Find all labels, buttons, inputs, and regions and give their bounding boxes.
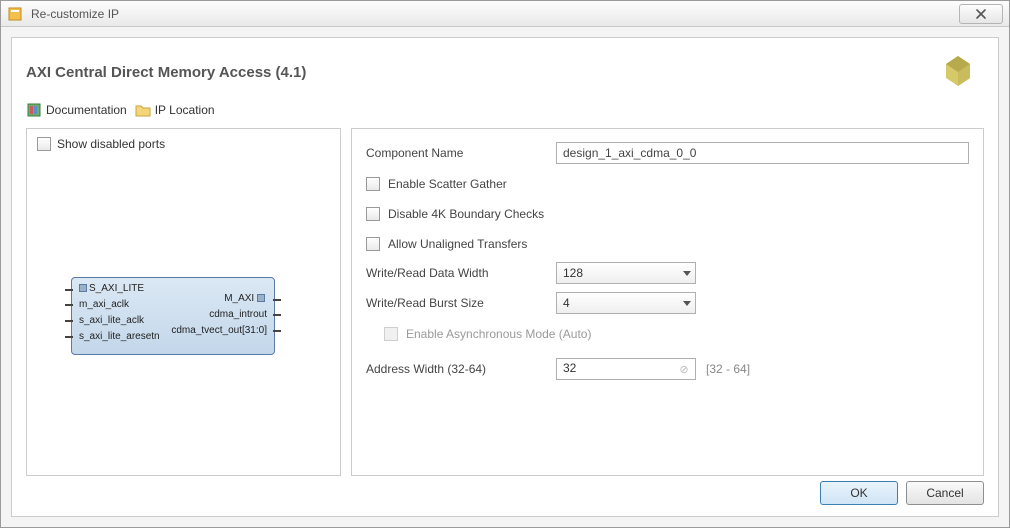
body-row: Show disabled ports S_AXI_LITE m_axi_acl… xyxy=(12,128,998,476)
ip-location-link[interactable]: IP Location xyxy=(135,102,215,118)
component-name-row: Component Name xyxy=(366,139,969,167)
port-s-axi-lite: S_AXI_LITE xyxy=(79,283,144,294)
show-disabled-label: Show disabled ports xyxy=(57,137,165,151)
addr-width-value: 32 xyxy=(563,361,576,375)
folder-icon xyxy=(135,102,151,118)
port-m-axi: M_AXI xyxy=(224,293,267,304)
preview-pane: Show disabled ports S_AXI_LITE m_axi_acl… xyxy=(26,128,341,476)
vendor-logo-icon xyxy=(938,52,978,92)
addr-width-row: Address Width (32-64) 32 ⊘ [32 - 64] xyxy=(366,355,969,383)
port-cdma-introut: cdma_introut xyxy=(209,309,267,320)
allow-unaligned-label: Allow Unaligned Transfers xyxy=(388,237,527,251)
data-width-value: 128 xyxy=(563,266,583,280)
port-s-axi-lite-aresetn: s_axi_lite_aresetn xyxy=(79,331,160,342)
documentation-label: Documentation xyxy=(46,103,127,117)
close-button[interactable] xyxy=(959,4,1003,24)
component-name-input[interactable] xyxy=(556,142,969,164)
addr-width-label: Address Width (32-64) xyxy=(366,362,556,376)
component-name-label: Component Name xyxy=(366,146,556,160)
disable-4k-label: Disable 4K Boundary Checks xyxy=(388,207,544,221)
pin xyxy=(65,320,73,322)
allow-unaligned-row: Allow Unaligned Transfers xyxy=(366,229,969,259)
toolbar: Documentation IP Location xyxy=(12,100,998,128)
enable-sg-row: Enable Scatter Gather xyxy=(366,169,969,199)
book-icon xyxy=(26,102,42,118)
allow-unaligned-checkbox[interactable] xyxy=(366,237,380,251)
async-mode-label: Enable Asynchronous Mode (Auto) xyxy=(406,327,591,341)
addr-width-range-hint: [32 - 64] xyxy=(706,362,750,376)
port-cdma-tvect-out: cdma_tvect_out[31:0] xyxy=(171,325,267,336)
show-disabled-checkbox[interactable] xyxy=(37,137,51,151)
burst-size-value: 4 xyxy=(563,296,570,310)
addr-width-input[interactable]: 32 ⊘ xyxy=(556,358,696,380)
documentation-link[interactable]: Documentation xyxy=(26,102,127,118)
window-title: Re-customize IP xyxy=(27,7,959,21)
addr-width-wrap: 32 ⊘ [32 - 64] xyxy=(556,358,750,380)
chevron-down-icon xyxy=(683,271,691,276)
ip-location-label: IP Location xyxy=(155,103,215,117)
data-width-select[interactable]: 128 xyxy=(556,262,696,284)
ok-label: OK xyxy=(850,486,867,500)
burst-size-select[interactable]: 4 xyxy=(556,292,696,314)
pin xyxy=(65,304,73,306)
async-mode-checkbox xyxy=(384,327,398,341)
pin xyxy=(273,330,281,332)
burst-size-label: Write/Read Burst Size xyxy=(366,296,556,310)
window-icon xyxy=(7,6,23,22)
dialog-window: Re-customize IP AXI Central Direct Memor… xyxy=(0,0,1010,528)
show-disabled-row: Show disabled ports xyxy=(27,129,340,159)
header-row: AXI Central Direct Memory Access (4.1) xyxy=(12,38,998,100)
enable-sg-label: Enable Scatter Gather xyxy=(388,177,507,191)
port-m-axi-aclk: m_axi_aclk xyxy=(79,299,129,310)
cancel-button[interactable]: Cancel xyxy=(906,481,984,505)
pin xyxy=(65,336,73,338)
data-width-row: Write/Read Data Width 128 xyxy=(366,259,969,287)
dialog-body: AXI Central Direct Memory Access (4.1) D… xyxy=(11,37,999,517)
async-mode-row: Enable Asynchronous Mode (Auto) xyxy=(366,319,969,349)
dialog-footer: OK Cancel xyxy=(12,476,998,516)
disable-4k-row: Disable 4K Boundary Checks xyxy=(366,199,969,229)
pin xyxy=(273,299,281,301)
disable-4k-checkbox[interactable] xyxy=(366,207,380,221)
burst-size-row: Write/Read Burst Size 4 xyxy=(366,289,969,317)
port-s-axi-lite-aclk: s_axi_lite_aclk xyxy=(79,315,144,326)
bus-icon xyxy=(79,284,87,292)
cancel-label: Cancel xyxy=(926,486,963,500)
close-icon xyxy=(975,8,987,20)
chevron-down-icon xyxy=(683,301,691,306)
enable-sg-checkbox[interactable] xyxy=(366,177,380,191)
pin xyxy=(65,289,73,291)
bus-icon xyxy=(257,294,265,302)
ok-button[interactable]: OK xyxy=(820,481,898,505)
pin xyxy=(273,314,281,316)
config-pane: Component Name Enable Scatter Gather Dis… xyxy=(351,128,984,476)
data-width-label: Write/Read Data Width xyxy=(366,266,556,280)
ip-block-diagram: S_AXI_LITE m_axi_aclk s_axi_lite_aclk s_… xyxy=(65,277,281,355)
ip-title: AXI Central Direct Memory Access (4.1) xyxy=(26,64,938,81)
titlebar: Re-customize IP xyxy=(1,1,1009,27)
clear-icon[interactable]: ⊘ xyxy=(677,362,691,376)
